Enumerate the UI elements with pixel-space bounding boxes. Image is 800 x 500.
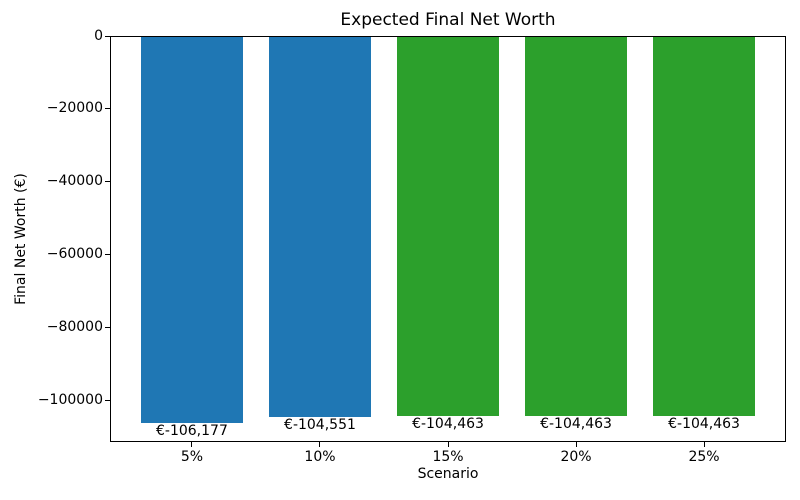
chart-title: Expected Final Net Worth [340, 10, 556, 30]
bar-value-label: €-106,177 [156, 422, 228, 439]
bar-25% [652, 36, 756, 417]
bar-value-label: €-104,551 [284, 416, 356, 433]
bar-20% [524, 36, 628, 417]
y-tick [105, 108, 110, 110]
y-tick [105, 399, 110, 401]
x-tick [447, 442, 449, 447]
y-tick-label: −60000 [46, 246, 103, 262]
y-tick-label: −80000 [46, 318, 103, 335]
y-tick [105, 326, 110, 328]
y-tick [105, 254, 110, 255]
y-tick [105, 35, 110, 37]
x-tick [319, 442, 321, 447]
bar-5% [140, 36, 244, 423]
x-tick-label: 15% [432, 449, 464, 465]
y-tick-label: 0 [94, 27, 103, 44]
x-tick-label: 10% [304, 449, 336, 465]
x-tick [575, 442, 577, 447]
x-tick [191, 442, 193, 447]
bar-10% [268, 36, 372, 417]
y-tick-label: −20000 [46, 100, 103, 117]
x-tick-label: 25% [688, 449, 720, 465]
x-tick [703, 442, 705, 447]
x-tick-label: 20% [560, 449, 592, 465]
x-axis-label: Scenario [417, 466, 479, 482]
bar-15% [396, 36, 500, 417]
y-tick-label: −100000 [37, 391, 103, 408]
bar-value-label: €-104,463 [540, 416, 612, 433]
y-tick-label: −40000 [46, 173, 103, 190]
x-tick-label: 5% [180, 449, 204, 465]
y-tick [105, 181, 110, 183]
bar-value-label: €-104,463 [412, 416, 484, 433]
y-axis-label: Final Net Worth (€) [13, 173, 29, 305]
bar-value-label: €-104,463 [668, 416, 740, 433]
